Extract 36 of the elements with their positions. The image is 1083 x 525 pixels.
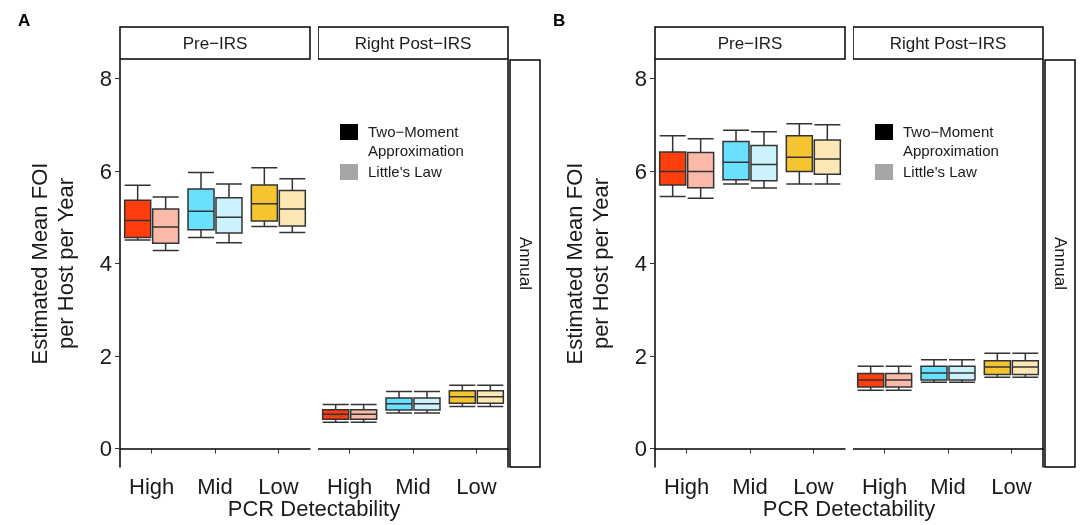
text: Annual — [515, 237, 535, 290]
x-tick-label: Low — [991, 473, 1032, 499]
y-tick-label: 0 — [634, 436, 647, 461]
x-tick-label: Mid — [197, 473, 233, 499]
chart-title: Pre−IRS — [182, 33, 248, 53]
y-axis-title: Estimated Mean FOI per Host per Year — [26, 162, 78, 365]
y-tick-label: 4 — [99, 251, 112, 276]
x-tick-label: Mid — [395, 473, 431, 499]
chart-title: Pre−IRS — [717, 33, 783, 53]
text: Annual — [1050, 237, 1070, 290]
y-tick-label: 0 — [99, 436, 112, 461]
x-tick-label: High — [327, 473, 373, 499]
x-tick-label: Low — [456, 473, 497, 499]
y-tick-label: 6 — [99, 158, 112, 184]
chart-title: Right Post−IRS — [354, 33, 472, 53]
y-tick-label: 8 — [99, 66, 112, 91]
chart-title: Right Post−IRS — [889, 33, 1007, 53]
y-axis-title: Estimated Mean FOI per Host per Year — [561, 162, 613, 365]
y-tick-label: 2 — [634, 343, 647, 369]
y-tick-label: 8 — [634, 66, 647, 91]
y-tick-label: 2 — [99, 343, 112, 369]
x-tick-label: Low — [258, 473, 299, 499]
x-tick-label: High — [862, 473, 908, 499]
annotation: Little's Law — [903, 162, 978, 181]
x-tick-label: Low — [793, 473, 834, 499]
text: A — [18, 11, 31, 30]
y-tick-label: 6 — [634, 158, 647, 184]
annotation: Little's Law — [368, 162, 443, 181]
x-tick-label: High — [129, 473, 175, 499]
annotation: Two−Moment Approximation — [368, 122, 465, 160]
text: B — [553, 11, 566, 30]
x-tick-label: Mid — [930, 473, 966, 499]
annotation: Two−Moment Approximation — [903, 122, 1000, 160]
y-tick-label: 4 — [634, 251, 647, 276]
x-tick-label: High — [664, 473, 710, 499]
x-tick-label: Mid — [732, 473, 768, 499]
